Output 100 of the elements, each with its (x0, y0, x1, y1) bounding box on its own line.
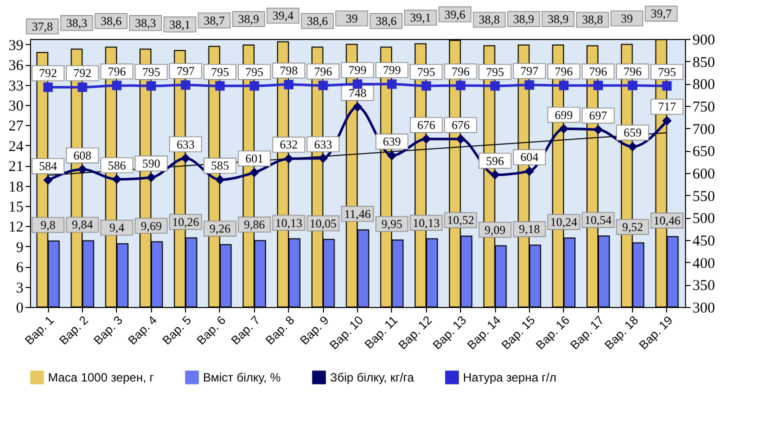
data-label: 39,4 (272, 8, 294, 23)
data-label: 601 (245, 152, 264, 166)
point (524, 80, 534, 90)
data-label: 38,9 (513, 12, 534, 26)
data-label: 9,18 (518, 222, 540, 236)
point (250, 81, 260, 91)
point (662, 116, 672, 126)
data-label: 39 (620, 11, 633, 26)
data-label: 9,69 (140, 218, 162, 233)
data-label: 748 (348, 86, 366, 100)
data-label: 584 (39, 159, 58, 174)
data-label: 596 (486, 154, 504, 168)
y-tick-label: 27 (8, 118, 24, 135)
data-label: 9,84 (72, 218, 93, 232)
x-tick-label: Вар. 5 (160, 312, 194, 348)
data-label: 38,3 (134, 16, 156, 30)
data-label: 10,46 (653, 214, 680, 228)
y-tick-label: 12 (8, 220, 24, 236)
y-tick-label: 24 (8, 138, 24, 155)
data-label: 9,09 (484, 222, 506, 237)
data-label: 797 (520, 64, 538, 78)
point (628, 80, 638, 90)
data-label: 633 (176, 137, 195, 152)
y-tick-label: 33 (8, 78, 24, 94)
data-label: 796 (314, 64, 332, 78)
point (318, 154, 328, 164)
data-label: 38,8 (582, 12, 603, 27)
y2-tick-label: 450 (692, 234, 715, 250)
point (78, 82, 88, 92)
data-label: 38,1 (169, 17, 190, 32)
data-label: 9,26 (209, 222, 230, 236)
point (490, 81, 500, 91)
point (559, 124, 569, 134)
point (524, 166, 534, 176)
y-tick-label: 21 (8, 159, 24, 176)
y-tick-label: 3 (16, 280, 24, 296)
point (628, 142, 638, 152)
y2-tick-label: 900 (692, 32, 715, 48)
point (78, 164, 88, 174)
data-label: 799 (348, 63, 366, 78)
y2-tick-label: 400 (692, 256, 715, 272)
point (593, 124, 603, 134)
y-tick-label: 9 (16, 240, 24, 256)
point (215, 174, 225, 184)
data-label: 10,54 (584, 213, 612, 228)
data-label: 9,52 (622, 220, 644, 234)
data-label: 10,05 (310, 216, 337, 230)
data-label: 639 (382, 134, 401, 149)
data-label: 676 (452, 118, 470, 132)
legend-label: Збір білку, кг/га (330, 370, 414, 384)
legend-label: Маса 1000 зерен, г (48, 370, 155, 384)
data-label: 39,1 (410, 10, 432, 25)
data-label: 792 (39, 66, 58, 80)
point (146, 172, 156, 182)
data-label: 10,24 (550, 215, 578, 230)
data-label: 697 (589, 108, 608, 123)
point (593, 80, 603, 90)
point (284, 154, 294, 164)
data-label: 38,6 (306, 14, 328, 28)
point (146, 81, 156, 91)
data-label: 795 (142, 64, 160, 79)
data-label: 795 (486, 64, 504, 79)
x-tick-label: Вар. 6 (194, 312, 229, 348)
y2-tick-label: 300 (692, 300, 715, 316)
point (387, 150, 397, 160)
y-tick-label: 0 (16, 300, 24, 316)
data-label: 10,13 (412, 216, 440, 230)
y2-tick-label: 650 (692, 144, 715, 160)
data-label: 604 (520, 150, 538, 164)
data-label: 39 (346, 11, 358, 26)
point (456, 80, 466, 90)
x-tick-label: Вар. 8 (262, 312, 298, 348)
y-tick-label: 15 (8, 199, 24, 216)
data-label: 10,13 (275, 216, 302, 230)
point (352, 102, 362, 112)
data-label: 795 (658, 64, 676, 79)
point (43, 82, 53, 92)
data-label: 38,6 (100, 14, 122, 28)
point (284, 80, 294, 90)
point (43, 175, 53, 185)
data-label: 38,8 (478, 12, 500, 27)
y2-tick-label: 800 (692, 77, 715, 94)
y2-tick-label: 600 (692, 166, 715, 182)
data-label: 9,95 (381, 217, 402, 231)
point (387, 79, 397, 89)
data-label: 699 (554, 108, 573, 122)
data-label: 795 (417, 64, 436, 79)
data-label: 10,26 (172, 214, 200, 229)
point (456, 134, 466, 144)
y2-tick-label: 750 (692, 100, 715, 116)
point (352, 79, 362, 89)
point (422, 81, 432, 91)
data-label: 38,6 (376, 14, 397, 28)
legend-label: Натура зерна г/л (463, 370, 556, 384)
point (180, 80, 190, 90)
data-label: 10,52 (447, 213, 474, 228)
point (215, 81, 225, 91)
data-label: 586 (108, 158, 126, 172)
data-label: 796 (554, 64, 573, 78)
data-label: 796 (108, 64, 126, 78)
